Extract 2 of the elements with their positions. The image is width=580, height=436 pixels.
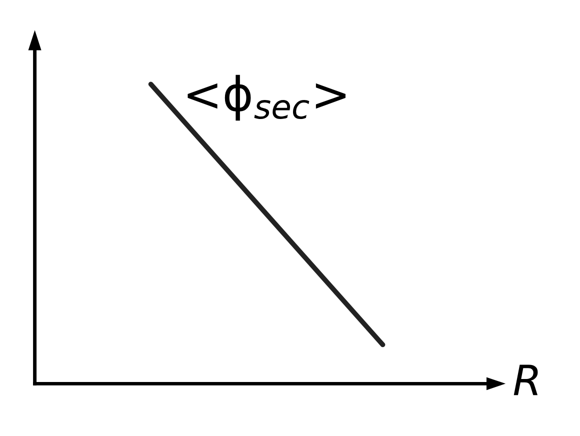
annotation: <ϕ$_{sec}$> [188, 74, 346, 121]
x-axis-title: R [514, 364, 538, 396]
